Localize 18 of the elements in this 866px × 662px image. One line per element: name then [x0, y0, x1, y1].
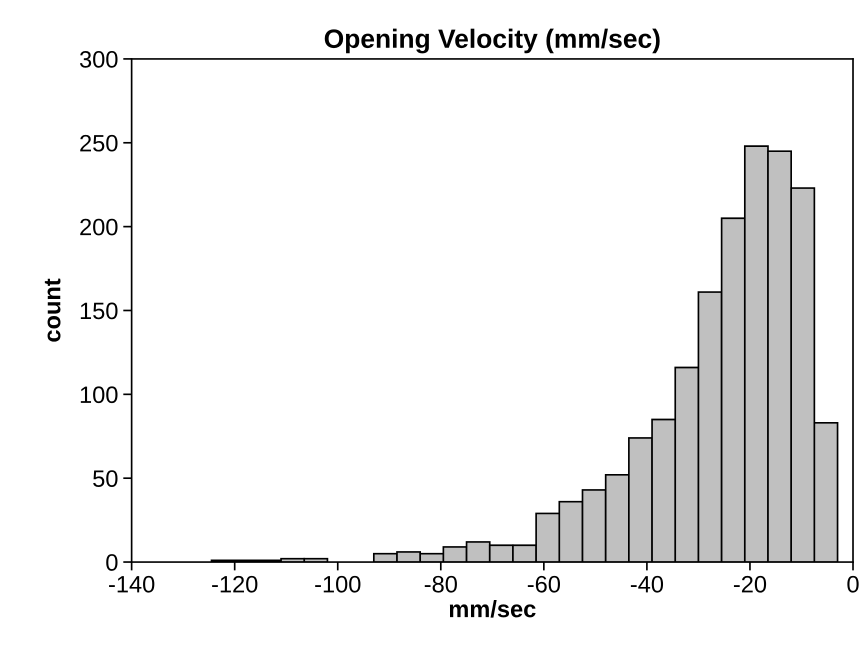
x-tick-label: -100: [315, 576, 360, 593]
y-tick-label: 250: [80, 134, 118, 152]
y-tick-label: 0: [106, 554, 118, 571]
y-tick-label: 100: [80, 386, 118, 404]
x-tick-label: -140: [109, 576, 154, 593]
x-tick-label: -80: [424, 576, 457, 593]
y-tick-label: 200: [80, 218, 118, 236]
x-tick-label: -60: [528, 576, 560, 593]
y-tick-label: 300: [80, 50, 118, 68]
y-tick-label: 150: [80, 302, 118, 320]
y-axis-title: count: [44, 278, 60, 342]
x-axis-title: mm/sec: [450, 600, 536, 618]
x-tick-label: -20: [734, 576, 766, 593]
chart-title: Opening Velocity (mm/sec): [324, 28, 660, 54]
x-tick-label: 0: [847, 576, 859, 593]
x-tick-label: -40: [630, 576, 664, 593]
x-tick-label: -120: [212, 576, 258, 593]
y-tick-label: 50: [93, 470, 118, 487]
